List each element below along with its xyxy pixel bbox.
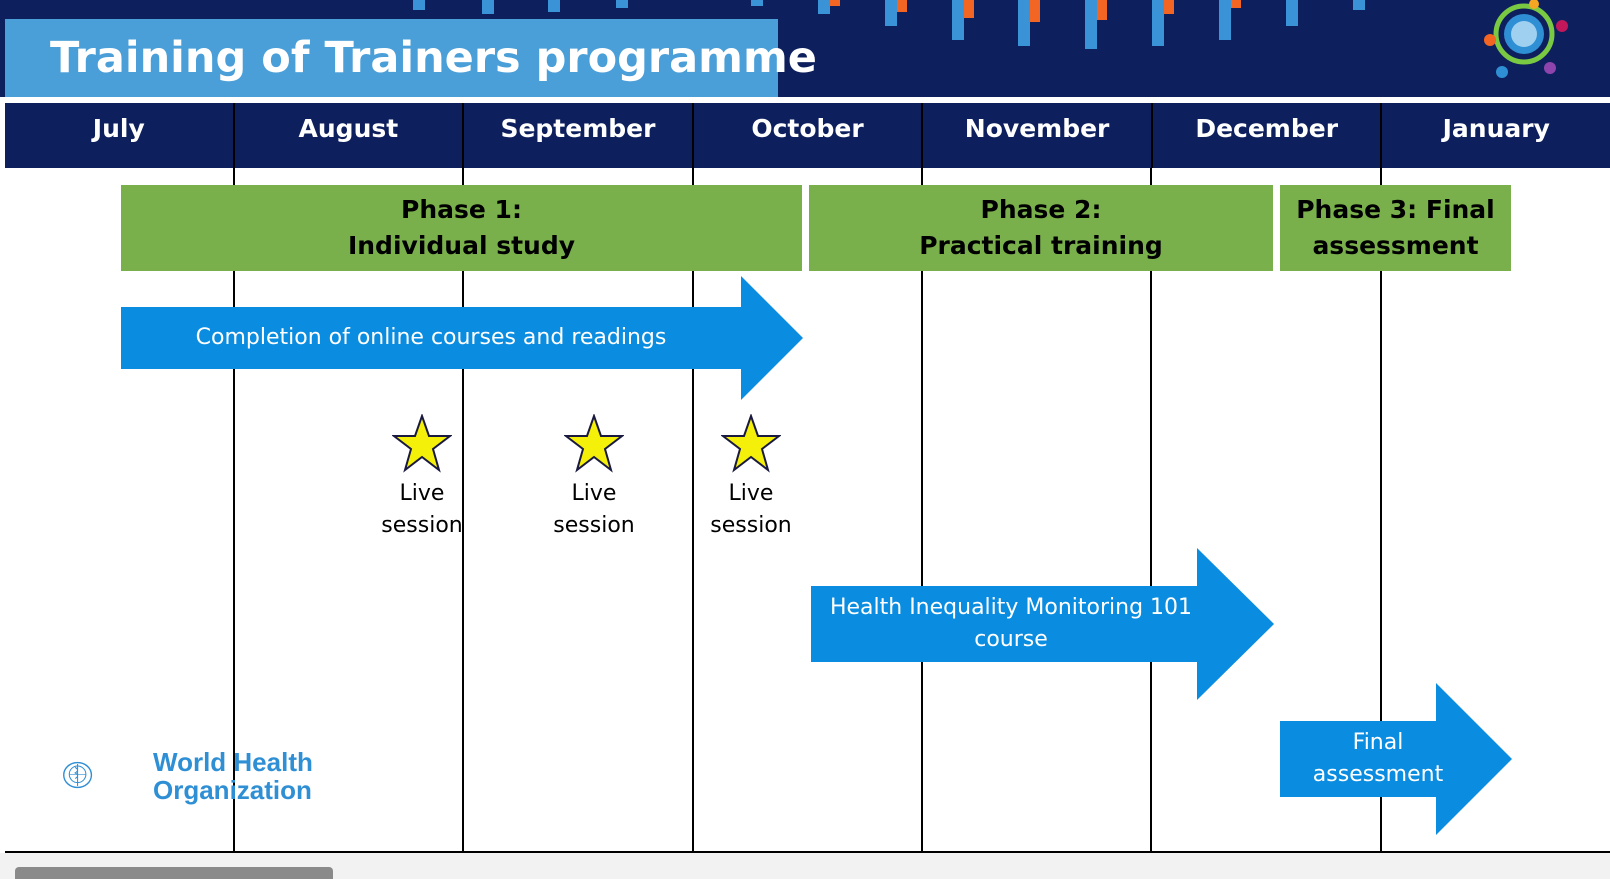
- month-divider: [692, 168, 694, 852]
- timeline-bottom-line: [5, 851, 1610, 853]
- month-divider: [462, 168, 464, 852]
- him101-course-arrow: Health Inequality Monitoring 101 course: [811, 548, 1274, 700]
- final-line2: assessment: [1312, 762, 1444, 787]
- phase-3-subtitle: assessment: [1312, 231, 1479, 260]
- phase-2-box: Phase 2: Practical training: [809, 185, 1273, 271]
- month-october: October: [694, 103, 924, 168]
- live-session-label-3: Live session: [696, 478, 806, 542]
- header-separator: [5, 97, 1610, 103]
- slide-title: Training of Trainers programme: [5, 19, 817, 97]
- online-courses-arrow: Completion of online courses and reading…: [121, 276, 803, 400]
- who-line1: World Health: [153, 747, 313, 777]
- live-session-line2: session: [553, 513, 635, 538]
- phase-3-box: Phase 3: Final assessment: [1280, 185, 1511, 271]
- who-line2: Organization: [153, 775, 312, 805]
- presenter-tab[interactable]: [15, 867, 333, 879]
- live-session-line1: Live: [571, 481, 617, 506]
- who-emblem-icon: [63, 761, 93, 789]
- phase-1-title: Phase 1:: [401, 195, 522, 224]
- month-divider: [233, 168, 235, 852]
- final-assessment-arrow: Final assessment: [1280, 683, 1512, 835]
- month-divider: [1380, 168, 1382, 852]
- live-session-label-1: Live session: [367, 478, 477, 542]
- month-august: August: [235, 103, 465, 168]
- phase-1-box: Phase 1: Individual study: [121, 185, 802, 271]
- online-courses-label: Completion of online courses and reading…: [195, 325, 667, 350]
- star-icon: [721, 414, 781, 473]
- month-january: January: [1442, 114, 1550, 143]
- live-session-line1: Live: [399, 481, 445, 506]
- phase-2-title: Phase 2:: [980, 195, 1102, 224]
- final-line1: Final: [1352, 730, 1404, 755]
- month-divider: [921, 168, 923, 852]
- him101-line1: Health Inequality Monitoring 101: [829, 595, 1193, 620]
- star-icon: [392, 414, 452, 473]
- live-session-line2: session: [710, 513, 792, 538]
- final-assessment-label: Final assessment: [1280, 721, 1476, 797]
- who-logo-text: World Health Organization: [153, 748, 313, 804]
- live-session-line2: session: [381, 513, 463, 538]
- him101-course-label: Health Inequality Monitoring 101 course: [811, 586, 1211, 662]
- month-december: December: [1153, 103, 1383, 168]
- month-july: July: [5, 103, 235, 168]
- month-header-row: July August September October November D…: [5, 103, 1610, 168]
- phase-2-subtitle: Practical training: [919, 231, 1163, 260]
- month-divider: [1150, 168, 1152, 852]
- header-decoration-bars: [413, 0, 1365, 49]
- live-session-label-2: Live session: [539, 478, 649, 542]
- month-november: November: [923, 103, 1153, 168]
- month-september: September: [464, 103, 694, 168]
- star-icon: [564, 414, 624, 473]
- phase-1-subtitle: Individual study: [347, 231, 576, 260]
- live-session-line1: Live: [728, 481, 774, 506]
- programme-emblem-icon: [1484, 0, 1568, 78]
- phase-3-title: Phase 3: Final: [1296, 195, 1495, 224]
- him101-line2: course: [974, 627, 1048, 652]
